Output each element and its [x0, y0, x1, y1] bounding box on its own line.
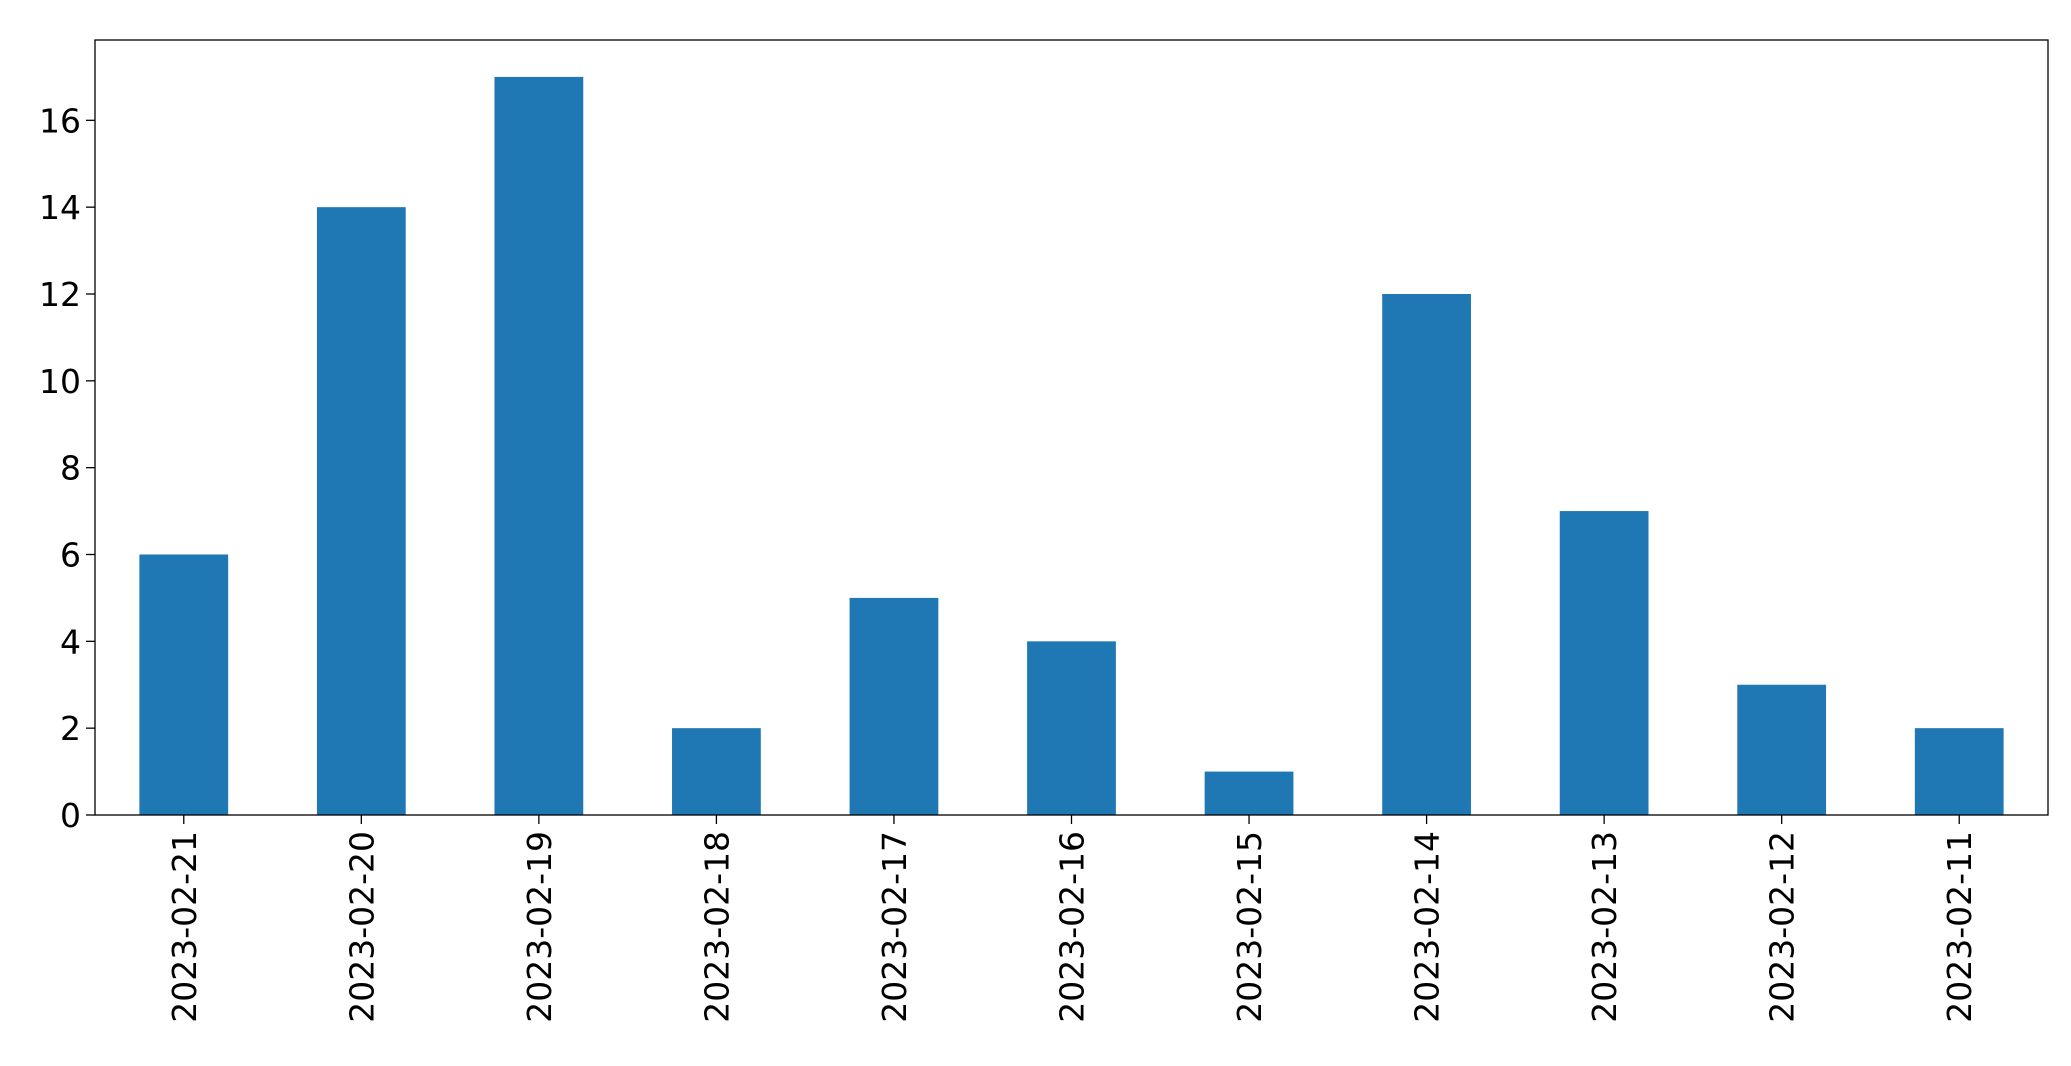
bar-2023-02-14	[1382, 293, 1471, 816]
bar-2023-02-12	[1737, 684, 1827, 815]
y-tick-label: 2	[60, 709, 81, 748]
x-axis-ticks: 2023-02-21 2023-02-20 2023-02-19 2023-02-18…	[165, 815, 1979, 1023]
x-tick-label: 2023-02-13	[1585, 831, 1624, 1023]
bar-2023-02-18	[672, 728, 761, 815]
bar-2023-02-17	[849, 597, 939, 815]
bar-2023-02-19	[494, 76, 584, 815]
y-tick-label: 16	[39, 101, 81, 140]
x-tick-label: 2023-02-11	[1940, 831, 1979, 1023]
y-tick-label: 8	[60, 449, 81, 488]
x-tick-label: 2023-02-21	[165, 831, 204, 1023]
x-tick-label: 2023-02-17	[875, 831, 914, 1023]
bar-2023-02-15	[1204, 771, 1294, 815]
x-tick-label: 2023-02-18	[697, 831, 736, 1023]
y-tick-label: 6	[60, 535, 81, 574]
bar-2023-02-13	[1559, 511, 1649, 815]
y-axis-ticks: 0 2 4 6 8 10 12 14 16	[39, 101, 95, 835]
x-tick-label: 2023-02-12	[1763, 831, 1802, 1023]
bar-2023-02-20	[316, 207, 406, 815]
x-tick-label: 2023-02-19	[520, 831, 559, 1023]
x-tick-label: 2023-02-16	[1053, 831, 1092, 1023]
plot-area-frame	[94, 39, 2049, 816]
y-tick-label: 10	[39, 362, 81, 401]
y-tick-label: 14	[39, 188, 81, 227]
x-tick-label: 2023-02-20	[342, 831, 381, 1023]
x-tick-label: 2023-02-15	[1230, 831, 1269, 1023]
y-tick-label: 4	[60, 622, 81, 661]
bar-2023-02-21	[139, 554, 229, 815]
bar-2023-02-16	[1027, 641, 1116, 815]
bars-layer	[139, 76, 2004, 816]
y-tick-label: 12	[39, 275, 81, 314]
bar-2023-02-11	[1914, 728, 2004, 815]
x-tick-label: 2023-02-14	[1408, 831, 1447, 1023]
y-tick-label: 0	[60, 796, 81, 835]
